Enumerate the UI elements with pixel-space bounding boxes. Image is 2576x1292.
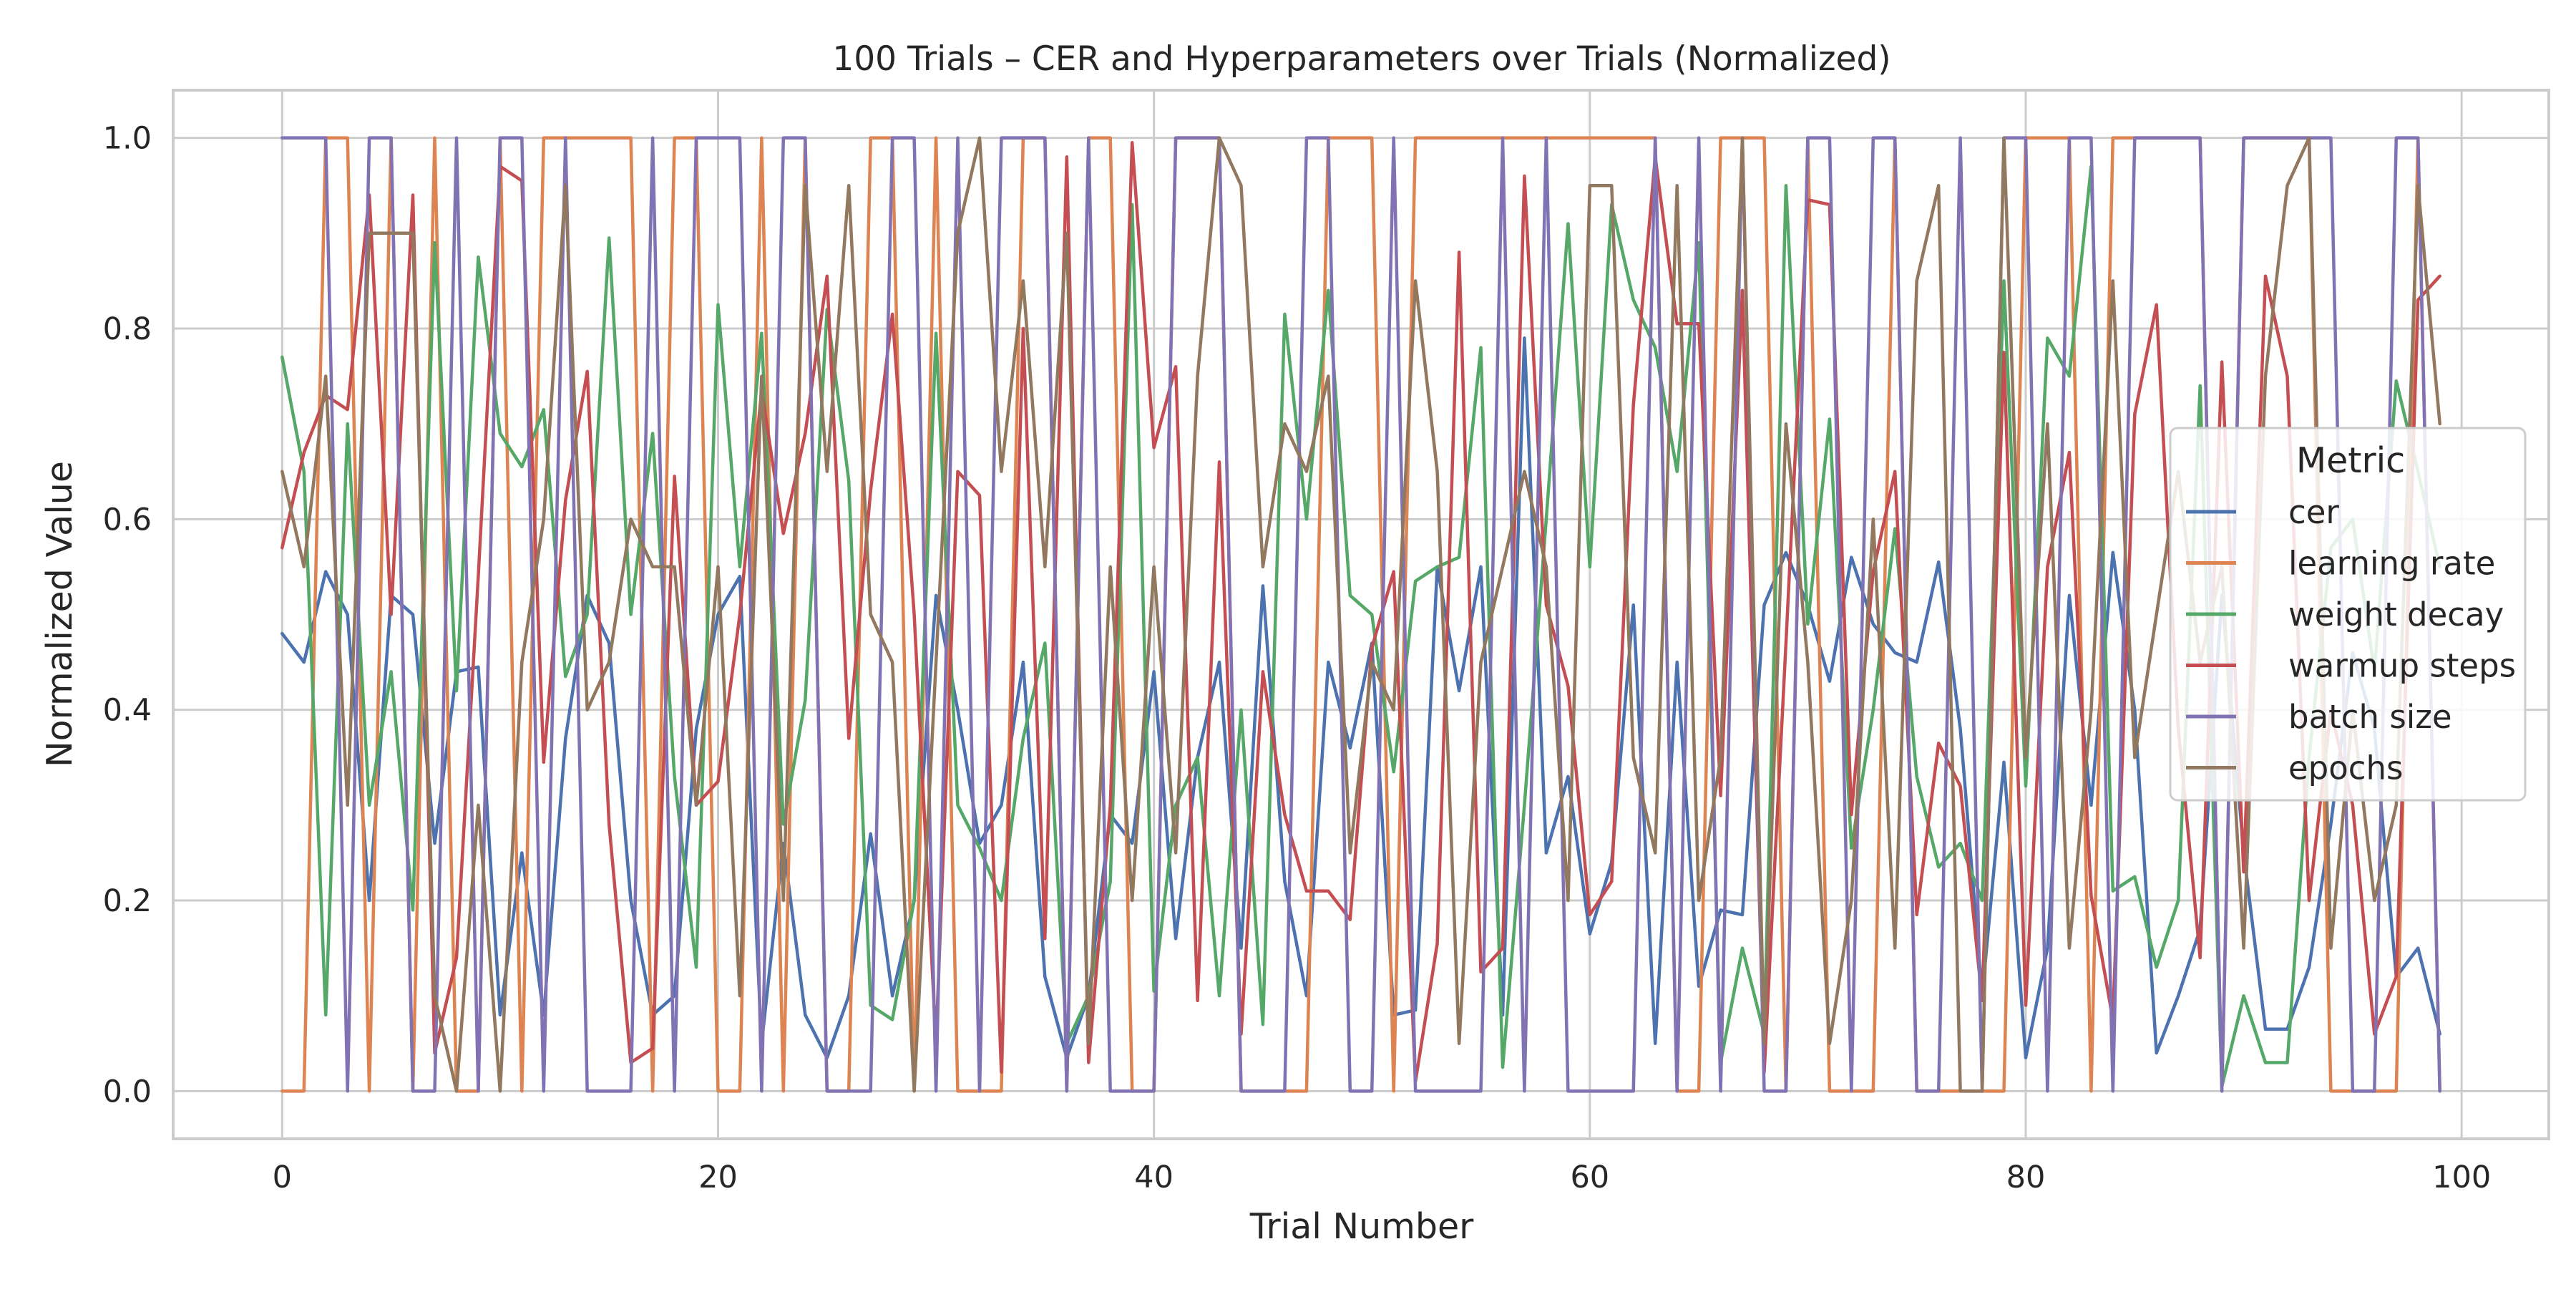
y-tick-label: 0.2 <box>103 883 152 919</box>
x-tick-label: 40 <box>1134 1160 1174 1195</box>
legend-label: warmup steps <box>2288 647 2516 685</box>
series-line-weight-decay <box>280 165 2441 1089</box>
x-tick-label: 0 <box>273 1160 292 1195</box>
axis-ticks: 0 20 40 60 80 100 0.0 0.2 0.4 0.6 0.8 1.0 <box>103 121 2492 1195</box>
plot-frame <box>172 89 2550 1140</box>
x-tick-label: 100 <box>2432 1160 2491 1195</box>
y-tick-label: 0.0 <box>103 1074 152 1109</box>
y-tick-label: 1.0 <box>103 121 152 157</box>
x-tick-label: 80 <box>2006 1160 2046 1195</box>
y-tick-label: 0.8 <box>103 311 152 347</box>
legend-items: cer learning rate weight decay warmup steps… <box>2186 493 2516 787</box>
y-tick-label: 0.4 <box>103 693 152 729</box>
series-lines <box>280 136 2441 1093</box>
legend-label: batch size <box>2288 698 2452 736</box>
legend-item: cer <box>2186 493 2339 531</box>
x-tick-label: 60 <box>1570 1160 1609 1195</box>
series-line-batch-size <box>280 136 2441 1093</box>
legend-label: weight decay <box>2288 596 2504 633</box>
legend-item: warmup steps <box>2186 647 2516 685</box>
legend-label: epochs <box>2288 749 2404 787</box>
legend: Metric cer learning rate weight decay warmu… <box>2169 427 2527 802</box>
legend-item: learning rate <box>2186 545 2495 583</box>
y-tick-label: 0.6 <box>103 502 152 538</box>
legend-title: Metric <box>2296 440 2405 481</box>
legend-label: cer <box>2288 493 2339 531</box>
legend-item: weight decay <box>2186 596 2504 633</box>
legend-label: learning rate <box>2288 545 2495 583</box>
legend-box <box>2169 427 2527 802</box>
chart-title: 100 Trials – CER and Hyperparameters ove… <box>832 39 1890 79</box>
x-tick-label: 20 <box>698 1160 738 1195</box>
y-axis-label: Normalized Value <box>39 461 80 767</box>
legend-item: epochs <box>2186 749 2404 787</box>
x-axis-label: Trial Number <box>1249 1206 1474 1247</box>
series-line-warmup-steps <box>280 141 2441 1084</box>
series-line-epochs <box>280 136 2441 1093</box>
legend-item: batch size <box>2186 698 2452 736</box>
